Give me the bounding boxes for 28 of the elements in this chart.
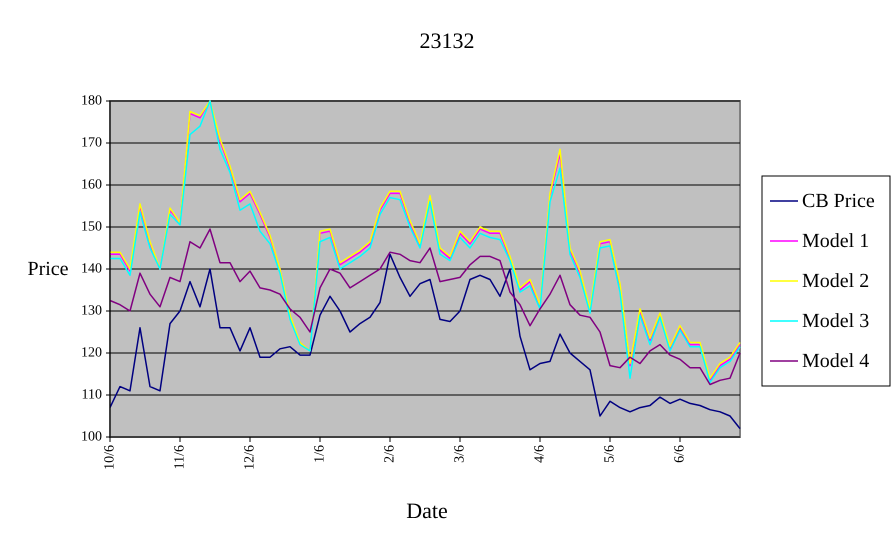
legend-label: Model 1	[802, 230, 870, 252]
x-tick-label: 11/6	[172, 445, 188, 470]
y-tick-label: 130	[81, 304, 102, 318]
legend-label: Model 3	[802, 310, 870, 332]
x-tick-label: 2/6	[382, 445, 398, 463]
x-axis-title: Date	[406, 498, 448, 523]
legend-label: CB Price	[802, 190, 875, 212]
y-tick-label: 150	[81, 220, 102, 234]
y-tick-label: 140	[81, 262, 102, 276]
x-tick-label: 5/6	[602, 445, 618, 463]
x-tick-label: 10/6	[102, 445, 118, 470]
x-tick-label: 1/6	[312, 445, 328, 463]
y-axis-title: Price	[27, 258, 69, 280]
y-tick-label: 100	[81, 430, 102, 444]
legend-label: Model 4	[802, 350, 870, 372]
y-tick-label: 170	[81, 136, 102, 150]
chart-title: 23132	[420, 28, 474, 53]
y-tick-label: 180	[81, 94, 102, 108]
legend-label: Model 2	[802, 270, 870, 292]
line-series	[109, 254, 741, 430]
x-tick-label: 3/6	[452, 445, 468, 463]
line-series	[109, 228, 741, 386]
y-tick-label: 160	[81, 178, 102, 192]
y-tick-label: 120	[81, 346, 102, 360]
x-tick-label: 4/6	[532, 445, 548, 463]
x-tick-label: 12/6	[242, 445, 258, 470]
x-tick-label: 6/6	[672, 445, 688, 463]
y-tick-label: 110	[82, 388, 102, 402]
